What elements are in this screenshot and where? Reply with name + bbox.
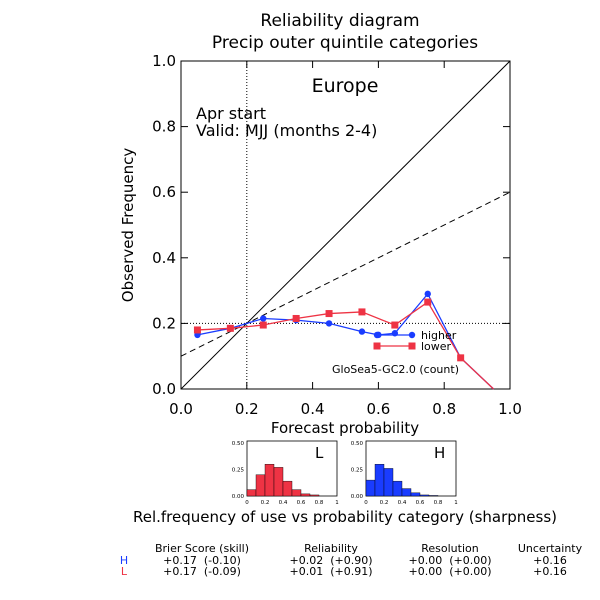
no-skill-line bbox=[180, 191, 511, 357]
score-cell: +0.00 (+0.00) bbox=[409, 565, 492, 578]
sharpness-caption: Rel.frequency of use vs probability cate… bbox=[133, 508, 557, 526]
y-tick-label: 0.4 bbox=[152, 249, 176, 267]
score-row-label: L bbox=[121, 565, 128, 578]
sharpness-letter-L: L bbox=[315, 444, 324, 462]
score-cell: +0.17 (-0.09) bbox=[163, 565, 241, 578]
sharpness-y-tick-label: 0.00 bbox=[232, 494, 245, 500]
series-point-lower bbox=[259, 321, 267, 329]
x-tick-label: 0.0 bbox=[169, 400, 193, 418]
sharpness-letter-H: H bbox=[434, 444, 445, 462]
sharpness-panels: 0.500.250.000 0.2 0.4 0.6 0.8 1L 0.500.250.000… bbox=[133, 440, 557, 526]
score-header: Brier Score (skill) bbox=[155, 542, 249, 555]
main-plot: 0.0 0.2 0.4 0.6 0.8 1.0 0.0 0.2 0.4 0.6 0.8 1.0 high… bbox=[119, 52, 522, 437]
sharpness-x-tick-label: 0.4 bbox=[398, 500, 407, 506]
x-tick-label: 1.0 bbox=[498, 400, 522, 418]
score-cell: +0.16 bbox=[533, 565, 567, 578]
series-point-lower bbox=[325, 310, 333, 318]
sharpness-x-tick-label: 0.2 bbox=[380, 500, 389, 506]
sharpness-bar-L bbox=[255, 474, 266, 497]
chart-title: Reliability diagram bbox=[260, 11, 419, 31]
series-point-higher bbox=[424, 290, 431, 298]
score-cell: +0.16 bbox=[533, 554, 567, 567]
series-point-lower bbox=[226, 324, 234, 332]
score-table: Brier Score (skill) Reliability Resolution… bbox=[120, 542, 583, 578]
sharpness-bar-H bbox=[401, 488, 412, 497]
legend-marker-lower bbox=[373, 342, 381, 350]
sharpness-bar-H bbox=[392, 480, 403, 497]
score-header: Uncertainty bbox=[518, 542, 583, 555]
y-tick-label: 1.0 bbox=[152, 52, 176, 70]
sharpness-bar-L bbox=[273, 467, 284, 497]
sharpness-x-tick-label: 0 bbox=[245, 500, 249, 506]
sharpness-bar-L bbox=[309, 494, 320, 497]
x-tick-label: 0.8 bbox=[432, 400, 456, 418]
chart-subtitle: Precip outer quintile categories bbox=[212, 33, 478, 53]
sharpness-bar-H bbox=[428, 495, 439, 497]
sharpness-bar-L bbox=[300, 493, 311, 497]
sharpness-bar-H bbox=[419, 494, 430, 497]
sharpness-y-tick-label: 0.50 bbox=[232, 441, 245, 447]
series-point-higher bbox=[325, 320, 333, 327]
sharpness-x-tick-label: 0.8 bbox=[434, 500, 443, 506]
region-label: Europe bbox=[312, 75, 379, 97]
y-tick-label: 0.2 bbox=[152, 314, 176, 332]
sharpness-bar-L bbox=[282, 480, 293, 497]
score-cell: +0.17 (-0.10) bbox=[163, 554, 241, 567]
score-cell: +0.02 (+0.90) bbox=[290, 554, 373, 567]
plot-frame bbox=[180, 60, 511, 390]
sharpness-bar-L bbox=[291, 489, 302, 497]
x-tick-label: 0.2 bbox=[235, 400, 259, 418]
sharpness-x-tick-label: 0 bbox=[364, 500, 368, 506]
series-line-lower bbox=[197, 301, 494, 390]
annotation-line: Apr start bbox=[196, 104, 266, 123]
y-tick-label: 0.6 bbox=[152, 183, 176, 201]
sharpness-x-tick-label: 0.2 bbox=[261, 500, 270, 506]
sharpness-bar-H bbox=[365, 479, 376, 497]
series-point-lower bbox=[391, 321, 399, 329]
series-point-higher bbox=[358, 328, 366, 335]
sharpness-y-tick-label: 0.25 bbox=[351, 468, 364, 474]
legend-marker-lower bbox=[408, 342, 416, 350]
sharpness-bar-L bbox=[246, 489, 257, 497]
x-tick-label: 0.4 bbox=[301, 400, 325, 418]
series-point-higher bbox=[260, 315, 267, 322]
sharpness-x-tick-label: 1 bbox=[454, 500, 458, 506]
x-axis-label: Forecast probability bbox=[271, 419, 419, 437]
perfect-reliability-line bbox=[180, 60, 511, 390]
y-axis-label: Observed Frequency bbox=[119, 148, 137, 303]
score-header: Resolution bbox=[421, 542, 479, 555]
sharpness-x-tick-label: 0.6 bbox=[416, 500, 425, 506]
score-cell: +0.01 (+0.91) bbox=[290, 565, 373, 578]
sharpness-bar-H bbox=[374, 464, 385, 497]
series-point-lower bbox=[358, 308, 366, 316]
sharpness-bar-H bbox=[383, 468, 394, 497]
sharpness-x-tick-label: 0.6 bbox=[297, 500, 306, 506]
sharpness-x-tick-label: 0.8 bbox=[315, 500, 324, 506]
legend-label-lower: lower bbox=[421, 340, 452, 353]
sharpness-bar-H bbox=[410, 492, 421, 497]
sharpness-bar-L bbox=[264, 464, 275, 497]
score-cell: +0.00 (+0.00) bbox=[409, 554, 492, 567]
sharpness-y-tick-label: 0.00 bbox=[351, 494, 364, 500]
y-tick-label: 0.8 bbox=[152, 118, 176, 136]
sharpness-y-tick-label: 0.50 bbox=[351, 441, 364, 447]
legend-label-higher: higher bbox=[421, 329, 457, 342]
series-point-lower bbox=[193, 326, 201, 334]
sharpness-y-tick-label: 0.25 bbox=[232, 468, 245, 474]
legend-marker-higher bbox=[373, 331, 381, 339]
sharpness-x-tick-label: 1 bbox=[335, 500, 339, 506]
x-tick-label: 0.6 bbox=[366, 400, 390, 418]
model-label: GloSea5-GC2.0 (count) bbox=[332, 363, 459, 376]
series-point-lower bbox=[292, 314, 300, 322]
series-point-lower bbox=[424, 298, 432, 306]
legend-marker-higher bbox=[408, 331, 416, 339]
sharpness-x-tick-label: 0.4 bbox=[279, 500, 288, 506]
score-row-label: H bbox=[120, 554, 128, 567]
y-tick-label: 0.0 bbox=[152, 380, 176, 398]
score-header: Reliability bbox=[304, 542, 358, 555]
annotation-line: Valid: MJJ (months 2-4) bbox=[196, 121, 377, 140]
series-point-lower bbox=[457, 354, 465, 362]
